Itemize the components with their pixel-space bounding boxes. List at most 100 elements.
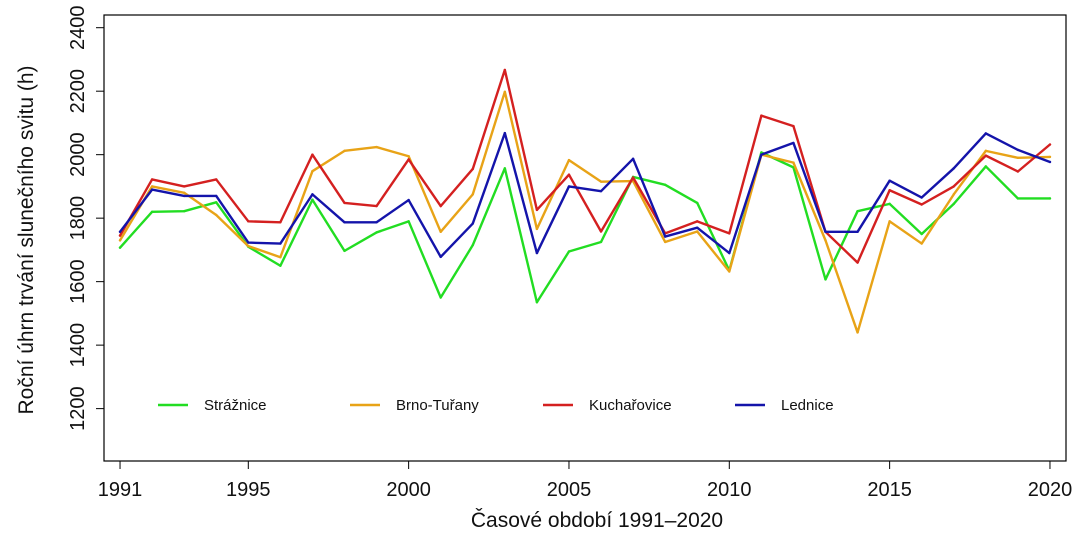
data-point — [631, 157, 635, 160]
data-point — [150, 185, 154, 188]
data-point — [760, 151, 763, 154]
data-point — [920, 203, 923, 206]
y-tick-label: 1600 — [67, 259, 89, 304]
legend-label: Brno-Tuřany — [396, 397, 479, 414]
x-axis-title: Časové období 1991–2020 — [471, 509, 723, 532]
data-point — [279, 221, 282, 224]
y-tick-label: 1400 — [67, 323, 89, 368]
data-point — [279, 264, 282, 267]
data-point — [599, 189, 603, 193]
data-point — [952, 185, 955, 188]
data-point — [696, 201, 699, 205]
data-point — [535, 251, 539, 255]
series-2 — [118, 68, 1052, 264]
data-point — [375, 204, 378, 208]
data-point — [1016, 170, 1020, 173]
data-point — [567, 250, 571, 253]
legend-label: Strážnice — [204, 397, 267, 414]
data-point — [182, 209, 186, 213]
x-tick-label: 2000 — [386, 479, 431, 501]
data-point — [375, 145, 378, 149]
data-point — [824, 278, 827, 281]
data-point — [696, 226, 699, 229]
data-point — [150, 188, 154, 191]
data-point — [407, 198, 410, 202]
data-point — [663, 183, 667, 187]
data-point — [118, 239, 122, 242]
series-3 — [118, 131, 1052, 259]
data-point — [439, 204, 442, 208]
x-tick-label: 1991 — [98, 479, 143, 501]
data-point — [696, 220, 699, 223]
data-point — [824, 230, 827, 234]
data-point — [215, 213, 218, 217]
data-point — [984, 149, 988, 153]
data-point — [952, 202, 955, 206]
data-point — [343, 201, 346, 205]
data-point — [952, 167, 955, 170]
data-point — [311, 198, 314, 201]
data-point — [1048, 160, 1052, 164]
x-tick-label: 2010 — [707, 479, 752, 501]
data-point — [439, 296, 442, 299]
y-tick-label: 2200 — [67, 69, 89, 114]
legend: Strážnice Brno-Tuřany Kuchařovice Lednice — [158, 397, 834, 414]
x-tick-label: 2015 — [867, 479, 912, 501]
data-point — [599, 240, 603, 244]
data-point — [760, 153, 763, 156]
data-point — [311, 153, 314, 156]
series-1 — [118, 90, 1052, 334]
data-point — [150, 178, 154, 181]
data-point — [407, 155, 410, 158]
data-point — [247, 241, 250, 244]
data-point — [407, 158, 410, 161]
data-point — [279, 242, 282, 245]
data-point — [920, 232, 923, 236]
data-point — [535, 227, 539, 231]
data-point — [471, 193, 474, 196]
data-point — [503, 68, 507, 72]
data-point — [856, 261, 859, 264]
plot-area — [103, 14, 1067, 462]
data-point — [888, 202, 891, 206]
data-point — [343, 149, 346, 153]
y-axis: 1200 1400 1600 1800 2000 2200 2400 — [67, 5, 104, 431]
series-line — [118, 131, 1052, 259]
x-tick-label: 1995 — [226, 479, 271, 501]
data-point — [215, 194, 218, 198]
data-point — [856, 230, 859, 234]
y-tick-label: 1800 — [67, 196, 89, 241]
data-point — [696, 230, 699, 233]
data-point — [503, 131, 507, 135]
data-point — [182, 194, 186, 198]
data-point — [856, 209, 859, 213]
data-point — [1048, 197, 1052, 200]
data-point — [311, 169, 314, 173]
data-point — [182, 191, 186, 194]
data-point — [599, 230, 603, 233]
data-point — [792, 161, 795, 164]
data-point — [1016, 156, 1020, 160]
data-point — [792, 141, 795, 145]
data-point — [471, 243, 474, 247]
data-point — [182, 185, 186, 188]
y-axis-title: Roční úhrn trvání slunečního svitu (h) — [15, 65, 38, 414]
series-0 — [118, 151, 1052, 304]
data-point — [343, 221, 346, 224]
data-point — [150, 210, 154, 214]
data-point — [856, 331, 859, 334]
data-point — [728, 270, 731, 273]
data-point — [984, 132, 988, 135]
x-axis: 1991 1995 2000 2005 2010 2015 2020 — [98, 461, 1072, 501]
data-point — [920, 196, 923, 199]
y-tick-label: 2400 — [67, 5, 89, 50]
data-point — [888, 179, 891, 182]
data-point — [215, 201, 218, 204]
data-point — [567, 158, 571, 162]
data-point — [1016, 148, 1020, 152]
data-point — [439, 230, 442, 234]
data-point — [1048, 143, 1052, 146]
data-point — [984, 154, 988, 157]
data-point — [375, 231, 378, 234]
